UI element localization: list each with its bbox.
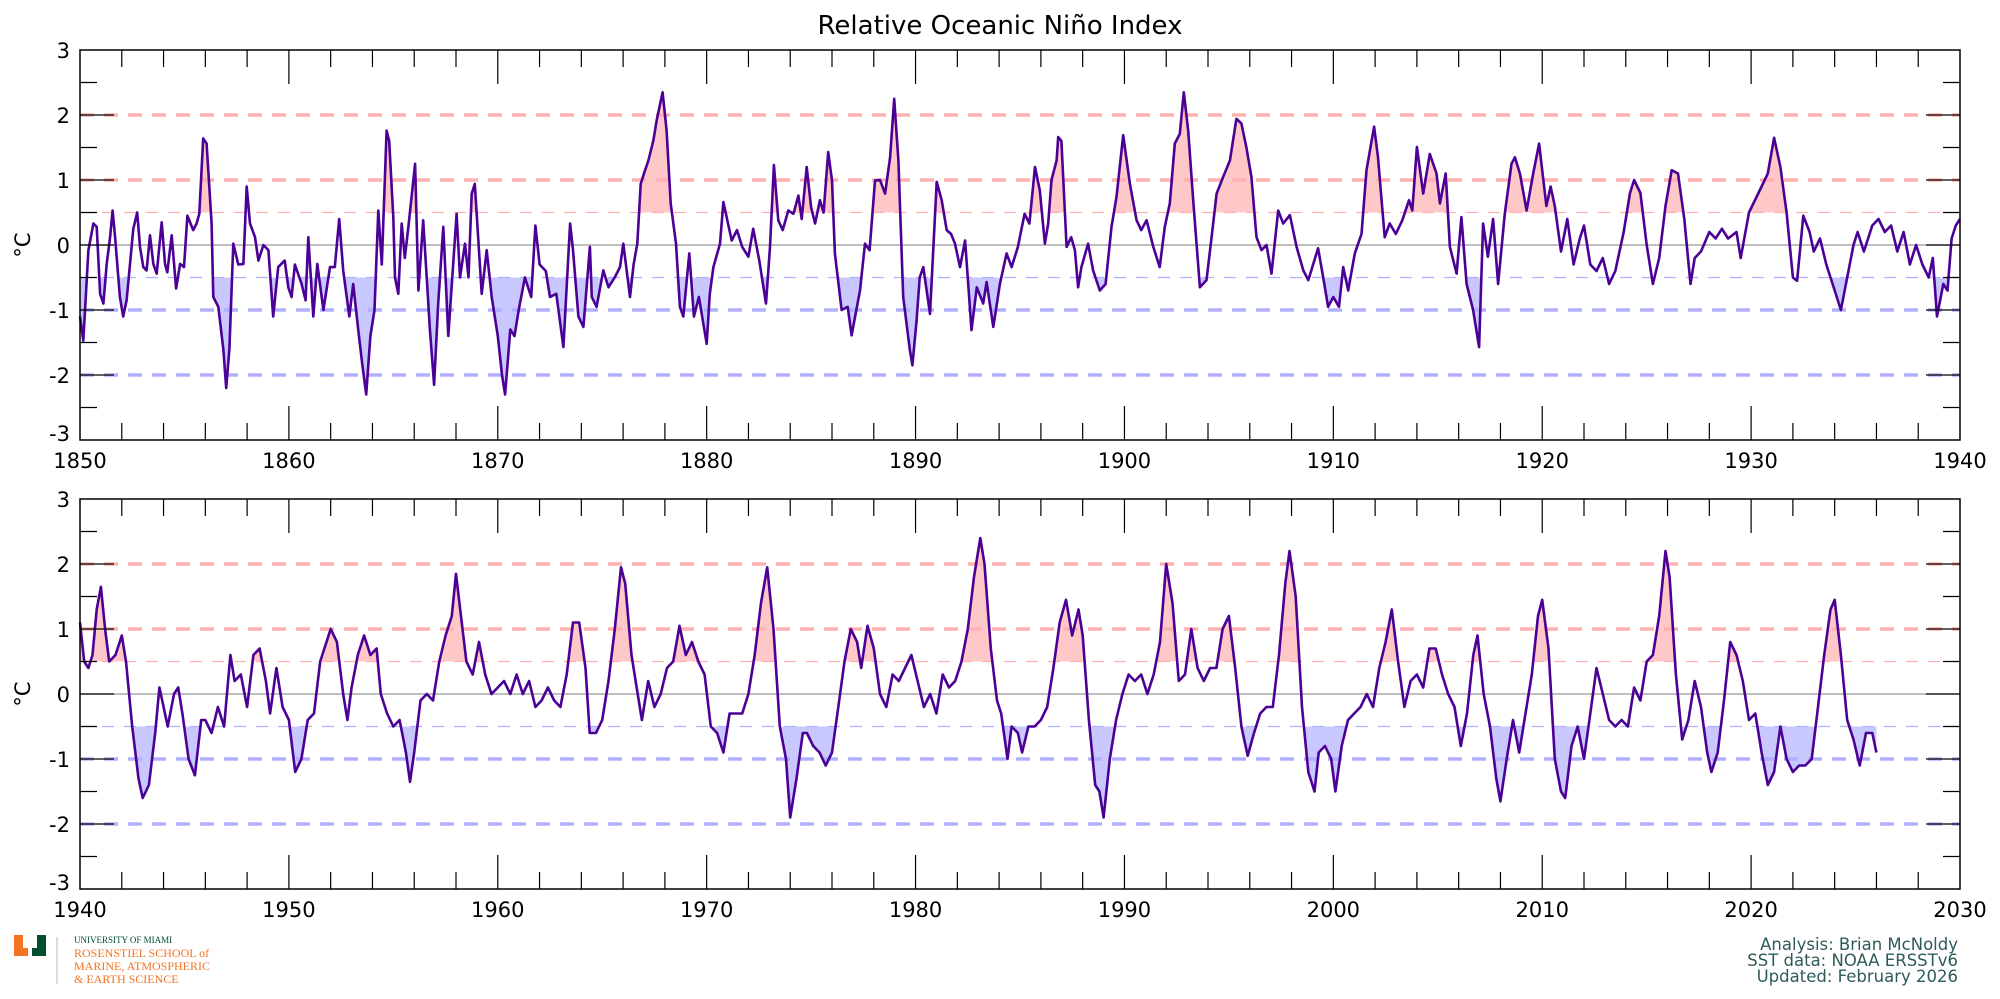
panel-1: 1850 1860 1870 1880 1890 1900 1910 1920 1930 1940… [11,39,1987,473]
logo-school-line3: & EARTH SCIENCE [74,972,179,986]
y-tick-label: -1 [49,748,70,772]
u-logo-icon [14,935,58,984]
y-tick-label: 0 [57,683,70,707]
y-tick-label: 0 [57,234,70,258]
y-tick-label: 3 [57,39,70,63]
credit-analysis: Analysis: Brian McNoldy [1760,935,1958,954]
chart-title: Relative Oceanic Niño Index [818,11,1183,41]
credits: Analysis: Brian McNoldy SST data: NOAA E… [1747,935,1958,986]
x-tick-label: 1890 [889,449,942,473]
x-tick-label: 1980 [889,898,942,922]
y-tick-label: -1 [49,299,70,323]
x-tick-label: 1860 [262,449,315,473]
x-tick-label: 1960 [471,898,524,922]
credit-updated: Updated: February 2026 [1756,967,1958,986]
university-logo: UNIVERSITY OF MIAMI ROSENSTIEL SCHOOL of… [12,932,212,988]
warm-fill-area [80,92,1960,213]
x-tick-label: 2000 [1307,898,1360,922]
x-tick-label: 1900 [1098,449,1151,473]
y-tick-label: 1 [57,169,70,193]
x-tick-label: 1940 [53,898,106,922]
logo-school-line2: MARINE, ATMOSPHERIC [74,959,211,973]
y-tick-label: 1 [57,618,70,642]
roni-series-line [78,536,1878,819]
logo-school-line1: ROSENSTIEL SCHOOL of [74,946,210,960]
x-tick-label: 2020 [1724,898,1777,922]
x-tick-label: 1950 [262,898,315,922]
x-tick-label: 1970 [680,898,733,922]
x-tick-label: 1850 [53,449,106,473]
y-axis-label: °C [11,232,35,257]
x-tick-label: 1880 [680,449,733,473]
y-tick-label: 2 [57,104,70,128]
roni-series-line [78,91,1962,396]
x-tick-label: 1910 [1307,449,1360,473]
y-tick-label: -3 [49,871,70,895]
panel-2: 1940 1950 1960 1970 1980 1990 2000 2010 2020 2030… [11,488,1987,922]
credit-data: SST data: NOAA ERSSTv6 [1747,951,1958,970]
y-axis-label: °C [11,681,35,706]
y-tick-label: 3 [57,488,70,512]
x-tick-label: 1930 [1724,449,1777,473]
warm-fill-area [80,538,1877,662]
cold-fill-area [80,277,1960,395]
y-tick-label: -2 [49,813,70,837]
x-tick-label: 2010 [1515,898,1568,922]
x-tick-label: 1920 [1515,449,1568,473]
y-tick-label: -2 [49,364,70,388]
logo-university: UNIVERSITY OF MIAMI [74,935,173,945]
y-tick-label: -3 [49,422,70,446]
y-tick-label: 2 [57,553,70,577]
x-tick-label: 1990 [1098,898,1151,922]
x-tick-label: 2030 [1933,898,1986,922]
x-tick-label: 1940 [1933,449,1986,473]
x-tick-label: 1870 [471,449,524,473]
